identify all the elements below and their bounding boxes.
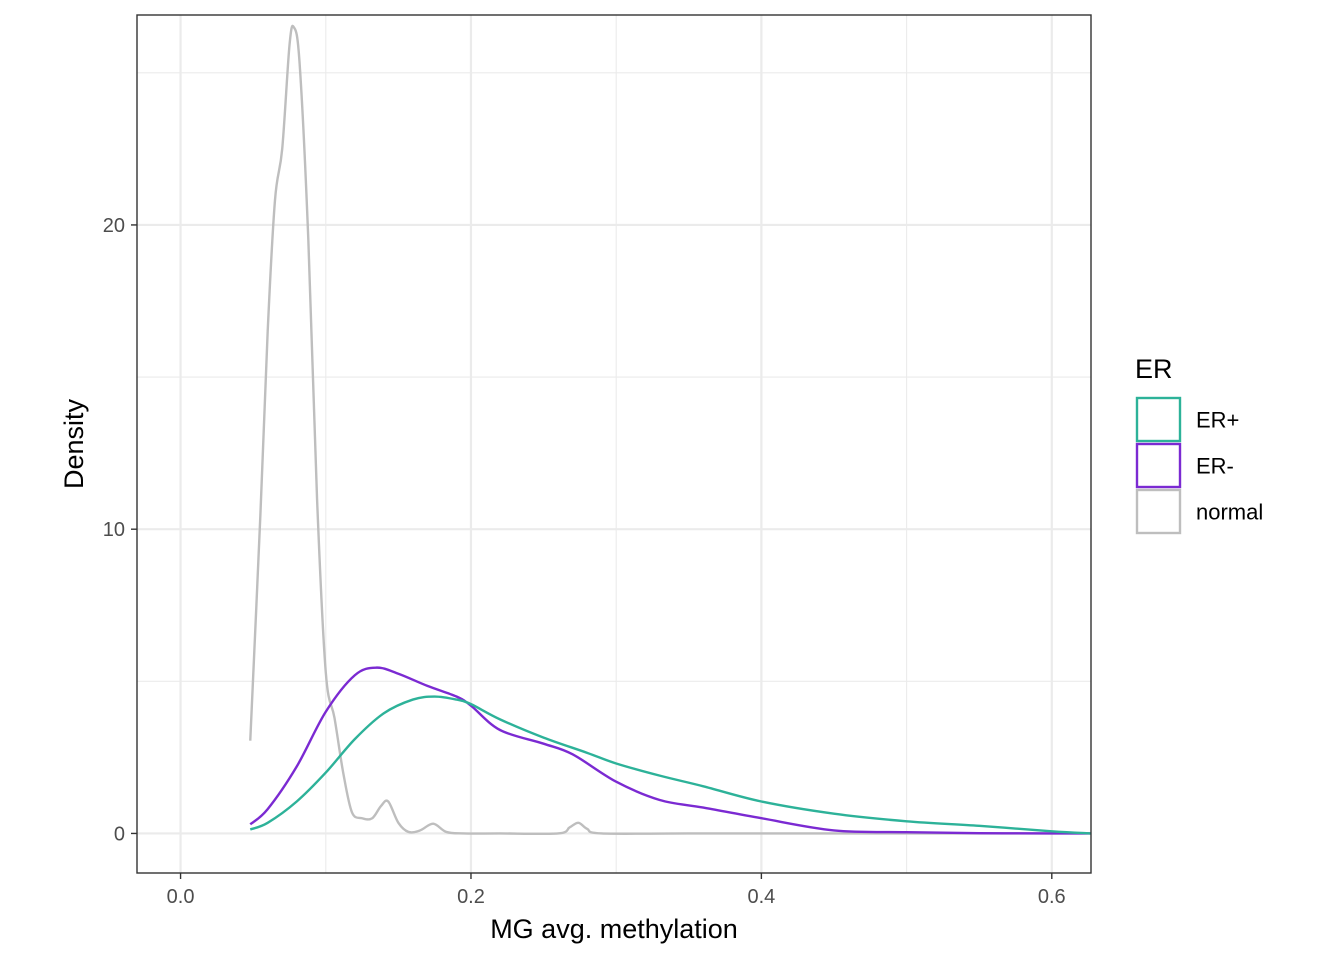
grid-lines	[137, 15, 1091, 873]
x-axis-title: MG avg. methylation	[490, 914, 738, 944]
plot-panel-background	[137, 15, 1091, 873]
legend-key	[1135, 488, 1182, 535]
y-tick-label: 0	[114, 823, 125, 845]
legend-key	[1135, 396, 1182, 443]
plot-panel-border	[136, 14, 1092, 874]
legend-label: ER-	[1196, 454, 1234, 479]
x-tick-label: 0.4	[747, 886, 775, 908]
legend-title: ER	[1135, 354, 1173, 384]
legend: ER ER+ ER-normal	[1135, 354, 1263, 535]
density-curves	[249, 24, 1092, 836]
series-line-erplus	[249, 695, 1092, 835]
x-tick-label: 0.2	[457, 886, 485, 908]
legend-label: normal	[1196, 500, 1263, 525]
series-line-normal	[249, 24, 1091, 836]
x-tick-label: 0.0	[167, 886, 195, 908]
x-tick-label: 0.6	[1038, 886, 1066, 908]
axes: 0.0 0.2 0.4 0.6 0 10 20	[103, 215, 1066, 908]
series-line-erminus	[249, 666, 1092, 835]
y-axis-title: Density	[59, 398, 89, 489]
y-tick-label: 10	[103, 519, 125, 541]
legend-key	[1135, 442, 1182, 489]
legend-label: ER+	[1196, 408, 1239, 433]
y-tick-label: 20	[103, 215, 125, 237]
